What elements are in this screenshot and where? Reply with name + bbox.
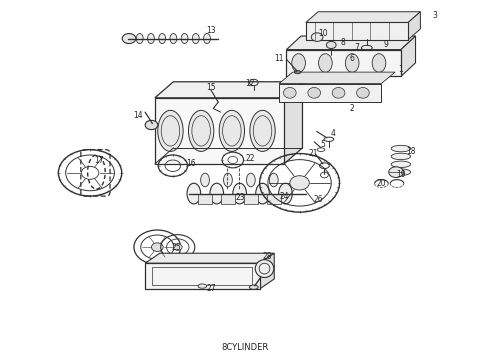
Ellipse shape (187, 183, 201, 204)
Text: 24: 24 (279, 192, 289, 201)
Polygon shape (306, 12, 420, 22)
Text: 6: 6 (350, 54, 355, 63)
Circle shape (389, 167, 403, 177)
Text: 1: 1 (398, 65, 403, 74)
Text: 9: 9 (384, 40, 389, 49)
Text: 21: 21 (309, 149, 318, 158)
Text: 19: 19 (396, 170, 406, 179)
Text: 12: 12 (245, 79, 255, 88)
Ellipse shape (219, 111, 245, 152)
Polygon shape (145, 253, 274, 263)
Polygon shape (267, 194, 281, 203)
Text: 8CYLINDER: 8CYLINDER (221, 343, 269, 352)
Circle shape (173, 244, 182, 250)
Polygon shape (279, 72, 395, 84)
Ellipse shape (158, 111, 183, 152)
Text: 27: 27 (206, 284, 216, 293)
Polygon shape (401, 36, 416, 76)
Ellipse shape (201, 173, 209, 187)
Polygon shape (284, 82, 302, 164)
Bar (279, 84, 381, 102)
Text: 2: 2 (350, 104, 355, 113)
Polygon shape (155, 82, 302, 98)
Circle shape (145, 120, 158, 130)
Ellipse shape (189, 111, 214, 152)
Ellipse shape (357, 87, 369, 98)
Ellipse shape (181, 33, 188, 44)
Ellipse shape (193, 33, 199, 44)
Text: 18: 18 (406, 147, 416, 156)
Ellipse shape (198, 284, 207, 288)
Ellipse shape (233, 183, 246, 204)
Polygon shape (408, 12, 420, 40)
Text: 16: 16 (187, 159, 196, 168)
Ellipse shape (332, 87, 345, 98)
Ellipse shape (255, 260, 274, 278)
Ellipse shape (159, 33, 166, 44)
Ellipse shape (391, 145, 411, 152)
Polygon shape (221, 194, 235, 203)
Ellipse shape (279, 183, 292, 204)
Text: 5: 5 (320, 140, 325, 149)
Text: 10: 10 (318, 29, 328, 38)
Text: 11: 11 (274, 54, 284, 63)
Polygon shape (260, 253, 274, 289)
Ellipse shape (246, 173, 255, 187)
Ellipse shape (210, 183, 223, 204)
Ellipse shape (391, 161, 411, 167)
Polygon shape (287, 36, 416, 50)
Ellipse shape (284, 87, 296, 98)
Ellipse shape (147, 33, 154, 44)
Text: 28: 28 (262, 252, 271, 261)
Ellipse shape (372, 54, 386, 72)
Bar (155, 98, 284, 164)
Text: 7: 7 (355, 43, 360, 52)
Ellipse shape (203, 33, 210, 44)
Text: 15: 15 (206, 83, 216, 92)
Text: 25: 25 (172, 243, 182, 252)
Text: 8: 8 (340, 38, 345, 47)
Ellipse shape (318, 54, 332, 72)
Ellipse shape (250, 111, 275, 152)
Ellipse shape (170, 33, 177, 44)
Polygon shape (198, 194, 212, 203)
Circle shape (311, 33, 323, 41)
Text: 17: 17 (94, 156, 104, 165)
Text: 23: 23 (235, 193, 245, 202)
Text: 14: 14 (133, 111, 143, 120)
Text: 26: 26 (313, 195, 323, 204)
Text: 4: 4 (330, 129, 335, 138)
Ellipse shape (292, 54, 305, 72)
Circle shape (326, 41, 336, 49)
Ellipse shape (136, 33, 143, 44)
Circle shape (151, 243, 163, 251)
Ellipse shape (249, 285, 258, 289)
Bar (306, 22, 408, 40)
Ellipse shape (223, 173, 232, 187)
Ellipse shape (391, 169, 411, 175)
Ellipse shape (270, 173, 278, 187)
Text: 3: 3 (433, 11, 438, 20)
Ellipse shape (345, 54, 359, 72)
Ellipse shape (308, 87, 320, 98)
Bar (287, 50, 401, 76)
Circle shape (290, 176, 309, 190)
Circle shape (122, 33, 136, 44)
Text: 20: 20 (377, 179, 386, 188)
Ellipse shape (391, 153, 411, 159)
Ellipse shape (256, 183, 270, 204)
Bar (145, 263, 260, 289)
Polygon shape (244, 194, 258, 203)
Text: 22: 22 (245, 154, 255, 163)
Text: 13: 13 (206, 26, 216, 35)
Bar (152, 267, 252, 285)
